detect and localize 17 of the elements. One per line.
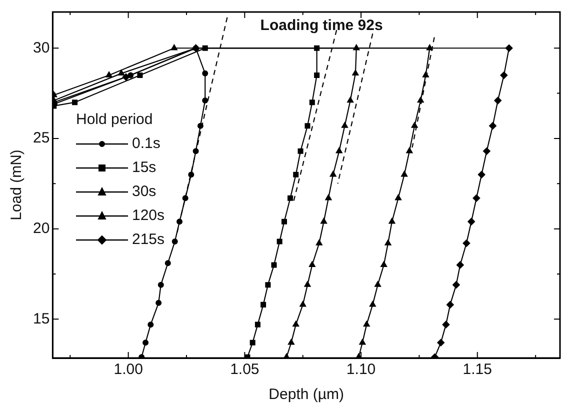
legend-label: 0.1s bbox=[132, 134, 160, 154]
y-tick-label: 15 bbox=[32, 310, 50, 328]
y-tick-label: 30 bbox=[32, 39, 50, 56]
legend-label: 215s bbox=[132, 230, 165, 250]
x-tick-label: 1.00 bbox=[114, 361, 143, 378]
legend-label: 15s bbox=[132, 158, 156, 178]
x-tick-label: 1.10 bbox=[346, 361, 376, 378]
legend-title: Hold period bbox=[76, 110, 154, 130]
legend-label: 30s bbox=[132, 182, 156, 202]
legend-label: 120s bbox=[132, 206, 165, 226]
y-axis-title: Load (mN) bbox=[8, 150, 26, 220]
x-tick-label: 1.05 bbox=[230, 361, 260, 378]
x-axis-title: Depth (µm) bbox=[268, 386, 344, 404]
x-tick-label: 1.15 bbox=[462, 361, 492, 378]
y-tick-label: 20 bbox=[32, 220, 50, 237]
annotation: Loading time 92s bbox=[260, 17, 383, 34]
y-tick-label: 25 bbox=[32, 130, 50, 147]
